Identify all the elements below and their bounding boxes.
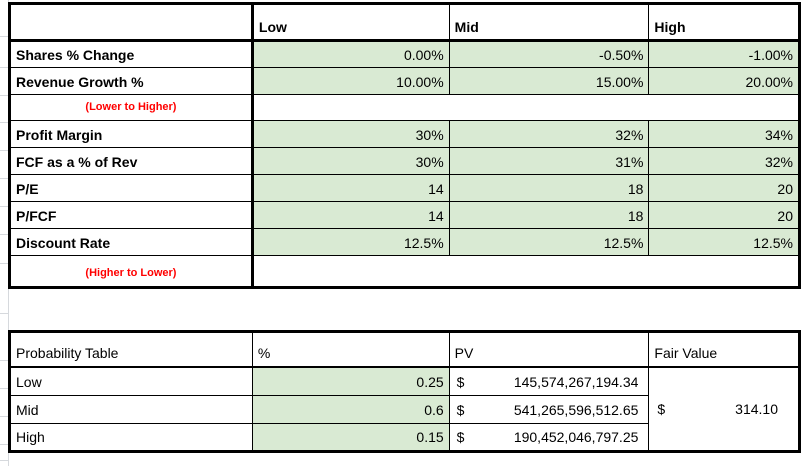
currency-symbol: $ <box>657 400 666 417</box>
pv-cell[interactable]: $ 145,574,267,194.34 <box>448 366 650 396</box>
value-cell-low[interactable]: 14 <box>251 174 450 202</box>
value-cell-mid[interactable]: 18 <box>448 174 650 202</box>
value-cell-mid[interactable]: 15.00% <box>448 67 650 95</box>
value-cell-low[interactable]: 14 <box>251 201 450 229</box>
pv-amount: 541,265,596,512.65 <box>513 401 639 418</box>
row-label-cell[interactable]: High <box>9 422 253 452</box>
scenario-corner-cell[interactable] <box>9 3 254 42</box>
note-higher-to-lower[interactable]: (Higher to Lower) <box>9 255 254 288</box>
value-cell-mid[interactable]: -0.50% <box>448 40 650 68</box>
currency-symbol: $ <box>456 428 465 445</box>
value-cell-high[interactable]: 20 <box>648 174 800 202</box>
spacer-cell[interactable] <box>251 255 801 288</box>
value-cell-high[interactable]: -1.00% <box>648 40 800 68</box>
value-cell-mid[interactable]: 18 <box>448 201 650 229</box>
sheet-gridline-tick <box>0 263 8 264</box>
sheet-gridline-tick <box>0 416 8 417</box>
value-cell-low[interactable]: 30% <box>251 147 450 175</box>
scenario-table: Low Mid High Shares % Change 0.00% -0.50… <box>8 2 801 289</box>
scenario-header-row: Low Mid High <box>9 3 800 42</box>
scenario-row-profit-margin: Profit Margin 30% 32% 34% <box>9 120 800 148</box>
scenario-header-mid[interactable]: Mid <box>448 3 650 42</box>
fair-value-cell[interactable]: $ 314.10 <box>648 366 800 452</box>
value-cell-high[interactable]: 32% <box>648 147 800 175</box>
probability-cell[interactable]: 0.15 <box>251 422 450 452</box>
probability-cell[interactable]: 0.6 <box>251 394 450 424</box>
sheet-gridline-tick <box>0 95 8 96</box>
probability-header-pv[interactable]: PV <box>448 331 650 368</box>
sheet-gridline-tick <box>0 150 8 151</box>
row-label-cell[interactable]: P/E <box>9 174 254 202</box>
scenario-note-row-lower-to-higher: (Lower to Higher) <box>9 94 801 121</box>
value-cell-high[interactable]: 34% <box>648 120 800 148</box>
sheet-gridline-tick <box>0 444 8 445</box>
sheet-gridline-tick <box>0 206 8 207</box>
probability-row-high: High 0.15 $ 190,452,046,797.25 <box>9 422 800 452</box>
probability-table: Probability Table % PV Fair Value Low 0.… <box>8 330 801 453</box>
row-label-cell[interactable]: Shares % Change <box>9 40 254 68</box>
value-cell-high[interactable]: 20 <box>648 201 800 229</box>
row-label-cell[interactable]: Mid <box>9 394 253 424</box>
scenario-header-high[interactable]: High <box>648 3 800 42</box>
value-cell-high[interactable]: 20.00% <box>648 67 800 95</box>
sheet-gridline-tick <box>0 360 8 361</box>
scenario-row-revenue-growth: Revenue Growth % 10.00% 15.00% 20.00% <box>9 67 800 95</box>
sheet-gridline-tick <box>0 36 8 37</box>
sheet-gridline-tick <box>0 313 8 314</box>
row-label-cell[interactable]: P/FCF <box>9 201 254 229</box>
value-cell-high[interactable]: 12.5% <box>648 228 800 256</box>
scenario-row-fcf-pct-rev: FCF as a % of Rev 30% 31% 32% <box>9 147 800 175</box>
scenario-row-discount-rate: Discount Rate 12.5% 12.5% 12.5% <box>9 228 800 256</box>
probability-row-mid: Mid 0.6 $ 541,265,596,512.65 <box>9 394 800 424</box>
scenario-row-pe: P/E 14 18 20 <box>9 174 800 202</box>
probability-header-fair-value[interactable]: Fair Value <box>648 331 800 368</box>
row-label-cell[interactable]: Revenue Growth % <box>9 67 254 95</box>
sheet-gridline-tick <box>0 388 8 389</box>
value-cell-low[interactable]: 30% <box>251 120 450 148</box>
pv-cell[interactable]: $ 190,452,046,797.25 <box>448 422 650 452</box>
sheet-gridline-tick <box>0 460 8 461</box>
scenario-row-pfcf: P/FCF 14 18 20 <box>9 201 800 229</box>
row-label-cell[interactable]: Profit Margin <box>9 120 254 148</box>
probability-header-row: Probability Table % PV Fair Value <box>9 331 800 368</box>
value-cell-mid[interactable]: 32% <box>448 120 650 148</box>
value-cell-mid[interactable]: 31% <box>448 147 650 175</box>
fair-value-amount: 314.10 <box>735 400 778 417</box>
scenario-note-row-higher-to-lower: (Higher to Lower) <box>9 255 801 288</box>
scenario-header-low[interactable]: Low <box>251 3 450 42</box>
currency-symbol: $ <box>456 401 465 418</box>
probability-row-low: Low 0.25 $ 145,574,267,194.34 $ 314.10 <box>9 366 800 452</box>
probability-header-pct[interactable]: % <box>251 331 450 368</box>
value-cell-low[interactable]: 12.5% <box>251 228 450 256</box>
probability-table-title[interactable]: Probability Table <box>9 331 253 368</box>
currency-symbol: $ <box>456 373 465 390</box>
sheet-gridline-tick <box>0 122 8 123</box>
row-label-cell[interactable]: FCF as a % of Rev <box>9 147 254 175</box>
spacer-cell[interactable] <box>251 94 801 121</box>
row-label-cell[interactable]: Low <box>9 366 253 396</box>
sheet-gridline-tick <box>0 67 8 68</box>
probability-cell[interactable]: 0.25 <box>251 366 450 396</box>
value-cell-low[interactable]: 0.00% <box>251 40 450 68</box>
sheet-gridline-tick <box>0 178 8 179</box>
row-label-cell[interactable]: Discount Rate <box>9 228 254 256</box>
value-cell-low[interactable]: 10.00% <box>251 67 450 95</box>
pv-amount: 145,574,267,194.34 <box>513 373 639 390</box>
note-lower-to-higher[interactable]: (Lower to Higher) <box>9 94 254 121</box>
value-cell-mid[interactable]: 12.5% <box>448 228 650 256</box>
pv-amount: 190,452,046,797.25 <box>513 428 639 445</box>
scenario-row-shares-change: Shares % Change 0.00% -0.50% -1.00% <box>9 40 800 68</box>
sheet-gridline-tick <box>0 234 8 235</box>
pv-cell[interactable]: $ 541,265,596,512.65 <box>448 394 650 424</box>
